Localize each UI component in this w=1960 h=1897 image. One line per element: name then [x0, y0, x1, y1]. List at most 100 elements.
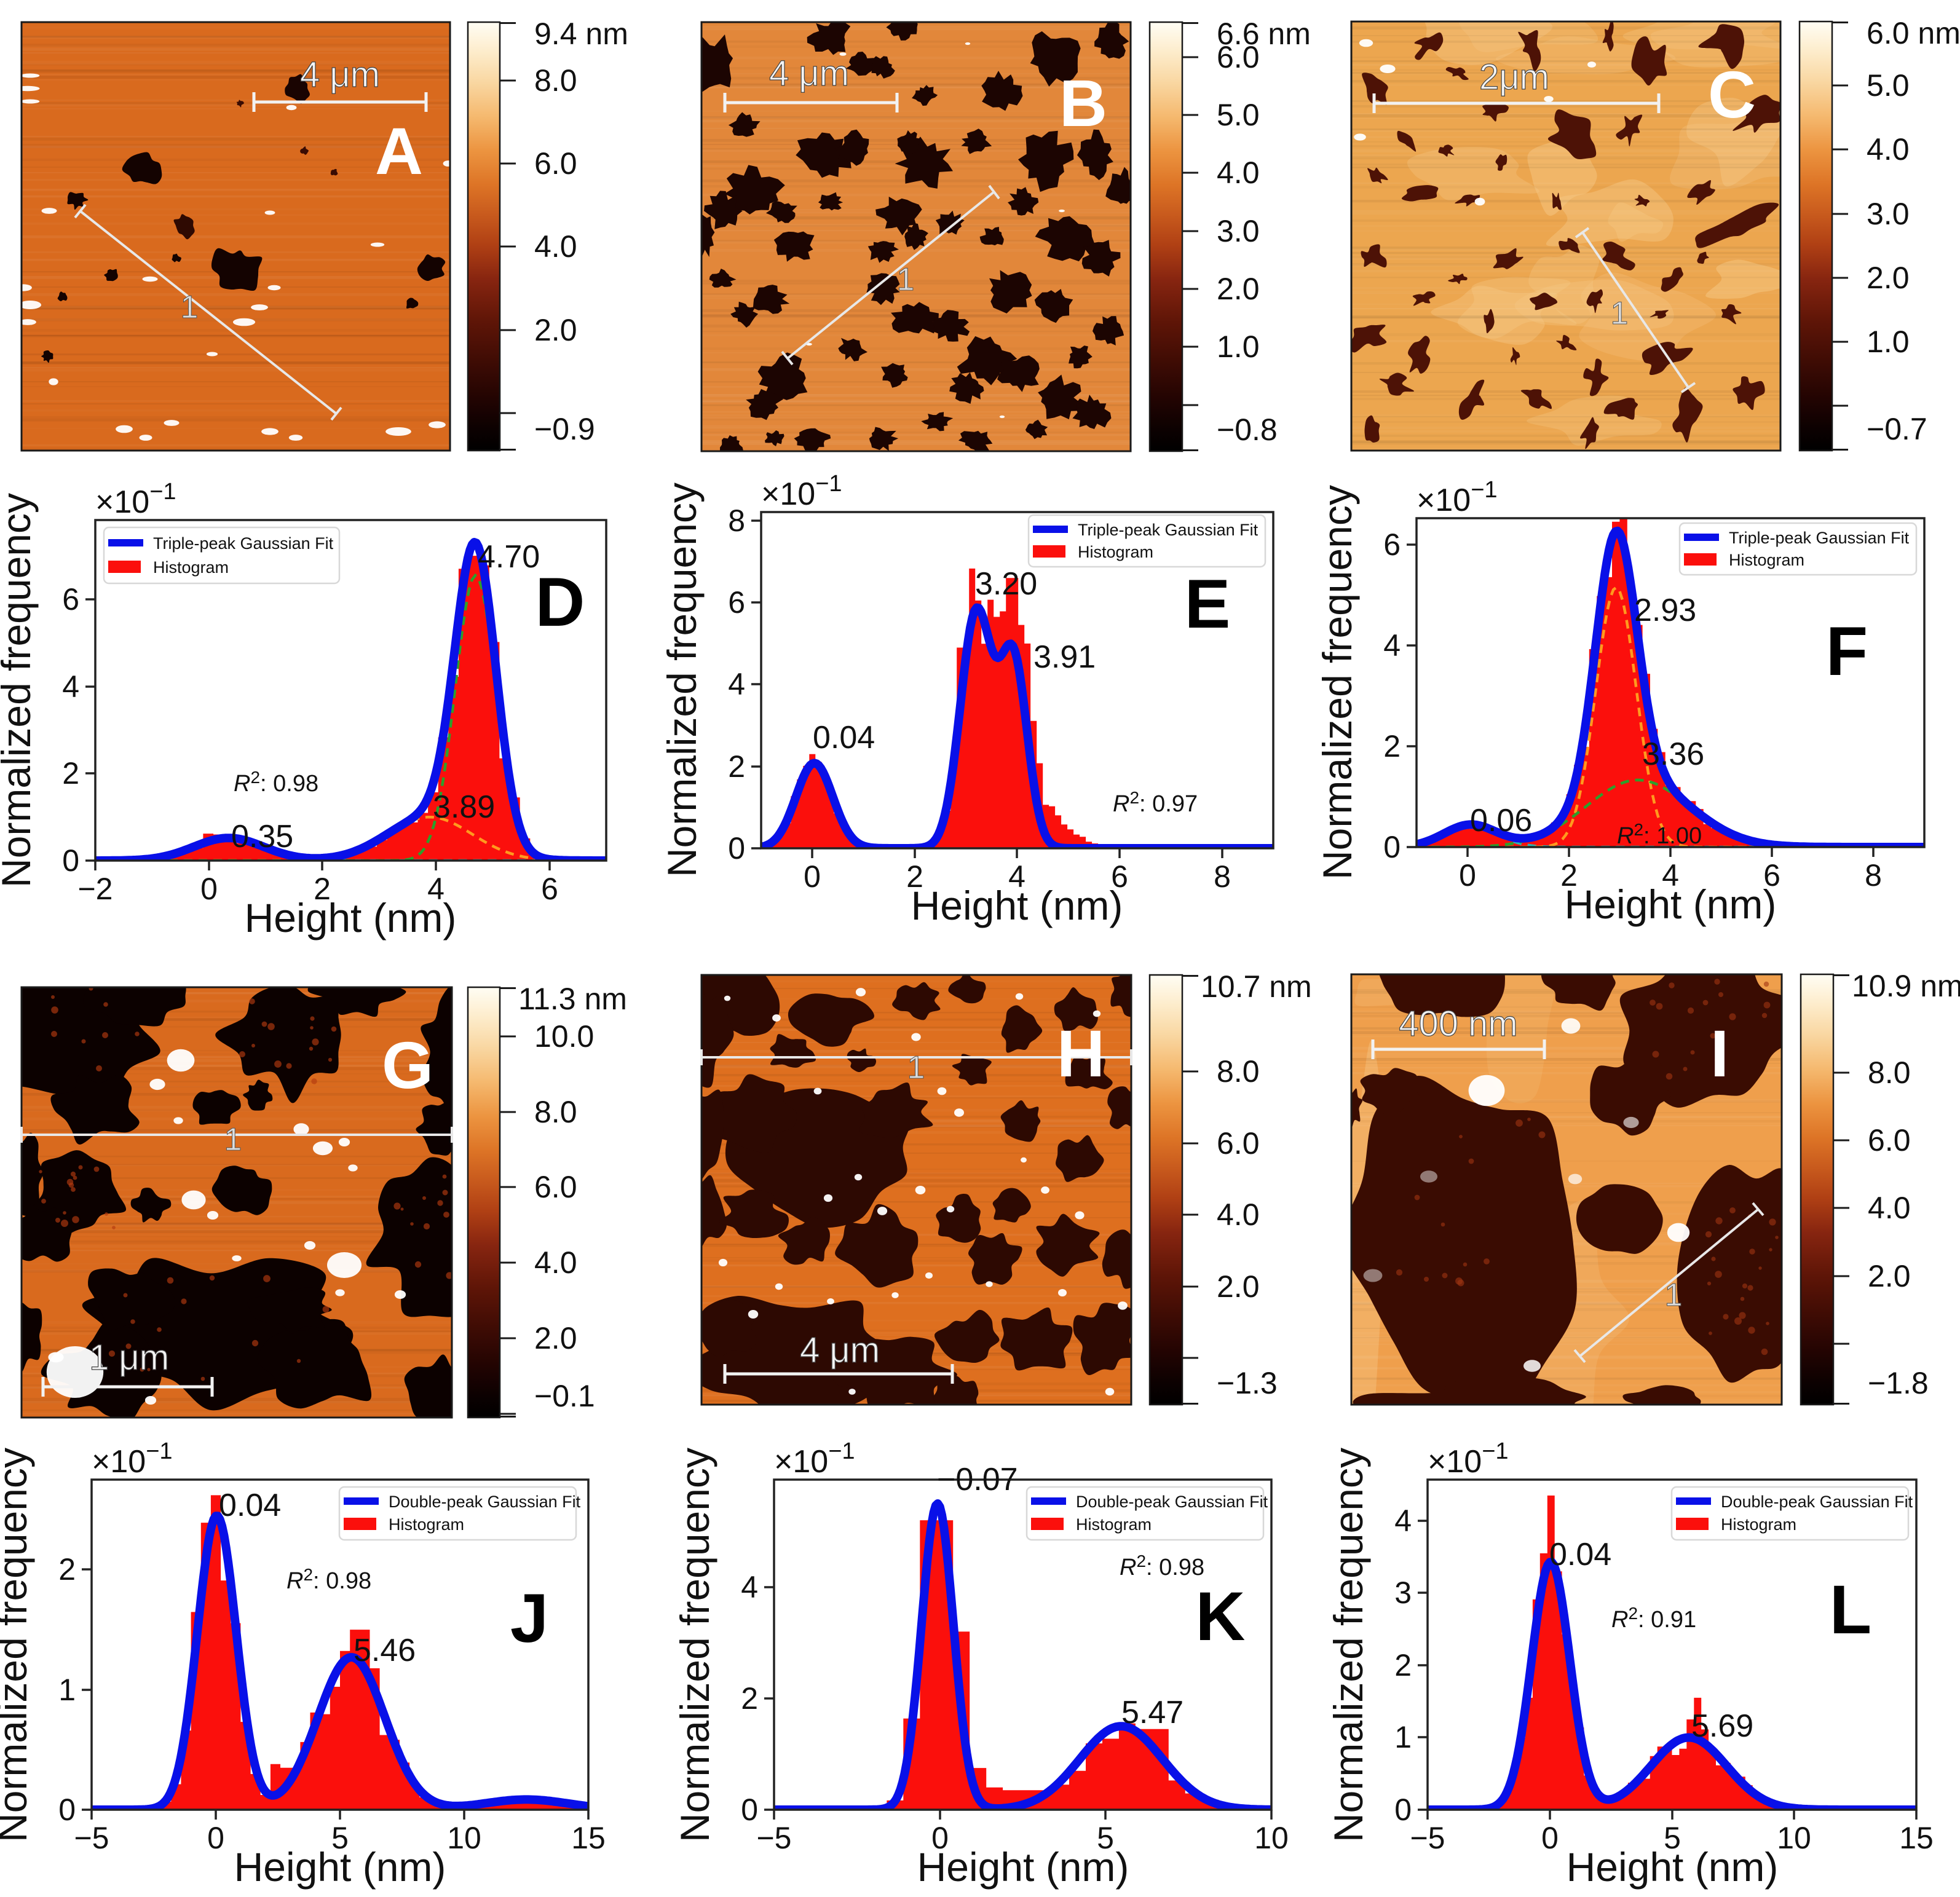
svg-text:0.35: 0.35 [231, 819, 293, 854]
svg-text:1: 1 [58, 1673, 76, 1707]
svg-text:−0.7: −0.7 [1867, 412, 1927, 446]
svg-text:10.9 nm: 10.9 nm [1852, 969, 1960, 1003]
svg-text:1: 1 [897, 262, 915, 298]
svg-text:4.0: 4.0 [1217, 156, 1260, 190]
svg-text:6: 6 [541, 872, 558, 906]
svg-text:6: 6 [1111, 859, 1128, 894]
svg-text:2: 2 [314, 872, 331, 906]
svg-text:−1.8: −1.8 [1868, 1366, 1929, 1400]
svg-text:2: 2 [1383, 729, 1401, 763]
svg-text:−0.8: −0.8 [1217, 412, 1278, 447]
svg-text:Triple-peak Gaussian Fit: Triple-peak Gaussian Fit [1729, 529, 1910, 547]
svg-text:4.0: 4.0 [1868, 1191, 1911, 1225]
svg-text:×10−1: ×10−1 [761, 471, 842, 512]
svg-text:2: 2 [741, 1681, 758, 1716]
svg-text:3.89: 3.89 [433, 789, 495, 825]
svg-text:5: 5 [331, 1821, 349, 1855]
svg-text:6.0: 6.0 [534, 1170, 577, 1204]
svg-text:Triple-peak Gaussian Fit: Triple-peak Gaussian Fit [153, 534, 334, 553]
svg-text:10: 10 [1254, 1821, 1289, 1855]
svg-text:6: 6 [1763, 858, 1780, 893]
svg-text:0: 0 [207, 1821, 224, 1855]
svg-text:−5: −5 [1410, 1821, 1445, 1855]
svg-text:1 μm: 1 μm [89, 1338, 169, 1378]
svg-text:4: 4 [728, 667, 745, 701]
svg-text:0: 0 [62, 843, 79, 878]
svg-text:15: 15 [571, 1821, 606, 1855]
svg-text:−2: −2 [77, 872, 113, 906]
svg-text:Histogram: Histogram [1721, 1515, 1796, 1534]
svg-text:6: 6 [1383, 527, 1401, 562]
svg-text:10: 10 [447, 1821, 481, 1855]
svg-text:−0.07: −0.07 [937, 1462, 1018, 1497]
svg-text:0: 0 [804, 859, 821, 894]
svg-text:2μm: 2μm [1479, 57, 1549, 97]
svg-text:0: 0 [741, 1792, 758, 1827]
svg-text:Height (nm): Height (nm) [245, 895, 457, 941]
svg-text:8: 8 [728, 503, 745, 538]
svg-text:3: 3 [1394, 1576, 1412, 1610]
svg-text:Histogram: Histogram [1076, 1515, 1152, 1534]
svg-text:2: 2 [1394, 1648, 1412, 1682]
svg-text:−0.1: −0.1 [534, 1379, 595, 1413]
svg-text:3.20: 3.20 [975, 566, 1037, 602]
svg-text:8: 8 [1214, 859, 1231, 894]
svg-text:3.91: 3.91 [1033, 639, 1096, 675]
svg-text:9.4 nm: 9.4 nm [534, 17, 628, 51]
svg-text:0.04: 0.04 [813, 720, 875, 755]
svg-text:Histogram: Histogram [153, 558, 229, 577]
svg-text:Histogram: Histogram [389, 1515, 464, 1534]
svg-text:4 μm: 4 μm [769, 53, 849, 93]
svg-text:Height (nm): Height (nm) [917, 1844, 1129, 1890]
svg-text:4.0: 4.0 [534, 229, 577, 264]
svg-text:R2: 0.98: R2: 0.98 [234, 768, 318, 797]
svg-text:0.04: 0.04 [1549, 1537, 1611, 1572]
svg-text:11.3 nm: 11.3 nm [518, 982, 627, 1016]
svg-text:4: 4 [427, 872, 445, 906]
svg-text:4.70: 4.70 [478, 539, 540, 575]
svg-text:0: 0 [58, 1792, 76, 1827]
svg-text:6.0: 6.0 [534, 146, 577, 181]
svg-text:A: A [375, 114, 423, 188]
svg-text:3.0: 3.0 [1867, 197, 1910, 231]
svg-text:Height (nm): Height (nm) [234, 1844, 446, 1890]
svg-text:G: G [382, 1028, 433, 1102]
svg-text:2: 2 [1560, 858, 1578, 893]
svg-text:H: H [1057, 1016, 1105, 1090]
svg-text:Histogram: Histogram [1078, 543, 1153, 561]
svg-text:2: 2 [728, 749, 745, 784]
svg-text:R2: 0.98: R2: 0.98 [1120, 1552, 1204, 1580]
svg-text:Height (nm): Height (nm) [1567, 1844, 1779, 1890]
svg-text:1.0: 1.0 [1867, 325, 1910, 359]
svg-text:0: 0 [1394, 1792, 1412, 1827]
svg-text:2.0: 2.0 [1868, 1259, 1911, 1293]
svg-text:4 μm: 4 μm [800, 1330, 880, 1370]
svg-text:Double-peak Gaussian Fit: Double-peak Gaussian Fit [1721, 1493, 1913, 1511]
svg-text:Normalized frequency: Normalized frequency [1314, 485, 1360, 880]
svg-text:R2: 0.98: R2: 0.98 [286, 1565, 371, 1594]
svg-text:1: 1 [907, 1050, 925, 1086]
svg-text:1.0: 1.0 [1217, 329, 1260, 364]
svg-text:−0.9: −0.9 [534, 412, 595, 446]
svg-text:2: 2 [58, 1552, 76, 1587]
svg-text:2.0: 2.0 [534, 1321, 577, 1355]
svg-text:0: 0 [1541, 1821, 1559, 1855]
svg-text:2.0: 2.0 [1217, 1269, 1260, 1304]
svg-text:Normalized frequency: Normalized frequency [1326, 1448, 1371, 1842]
svg-text:I: I [1710, 1016, 1729, 1090]
svg-text:E: E [1185, 566, 1231, 642]
svg-text:8.0: 8.0 [1868, 1055, 1911, 1090]
svg-text:×10−1: ×10−1 [1428, 1438, 1509, 1480]
svg-text:0: 0 [1459, 858, 1476, 893]
svg-text:Normalized frequency: Normalized frequency [659, 483, 705, 877]
svg-text:6.6 nm: 6.6 nm [1217, 17, 1311, 51]
svg-text:−5: −5 [74, 1821, 109, 1855]
svg-text:400 nm: 400 nm [1399, 1004, 1517, 1044]
svg-text:Height (nm): Height (nm) [911, 883, 1123, 928]
svg-text:R2: 0.97: R2: 0.97 [1113, 788, 1198, 817]
svg-text:3.0: 3.0 [1217, 214, 1260, 248]
svg-text:4: 4 [741, 1570, 758, 1604]
svg-text:J: J [510, 1580, 548, 1657]
svg-text:8.0: 8.0 [534, 63, 577, 98]
svg-text:L: L [1830, 1571, 1871, 1648]
